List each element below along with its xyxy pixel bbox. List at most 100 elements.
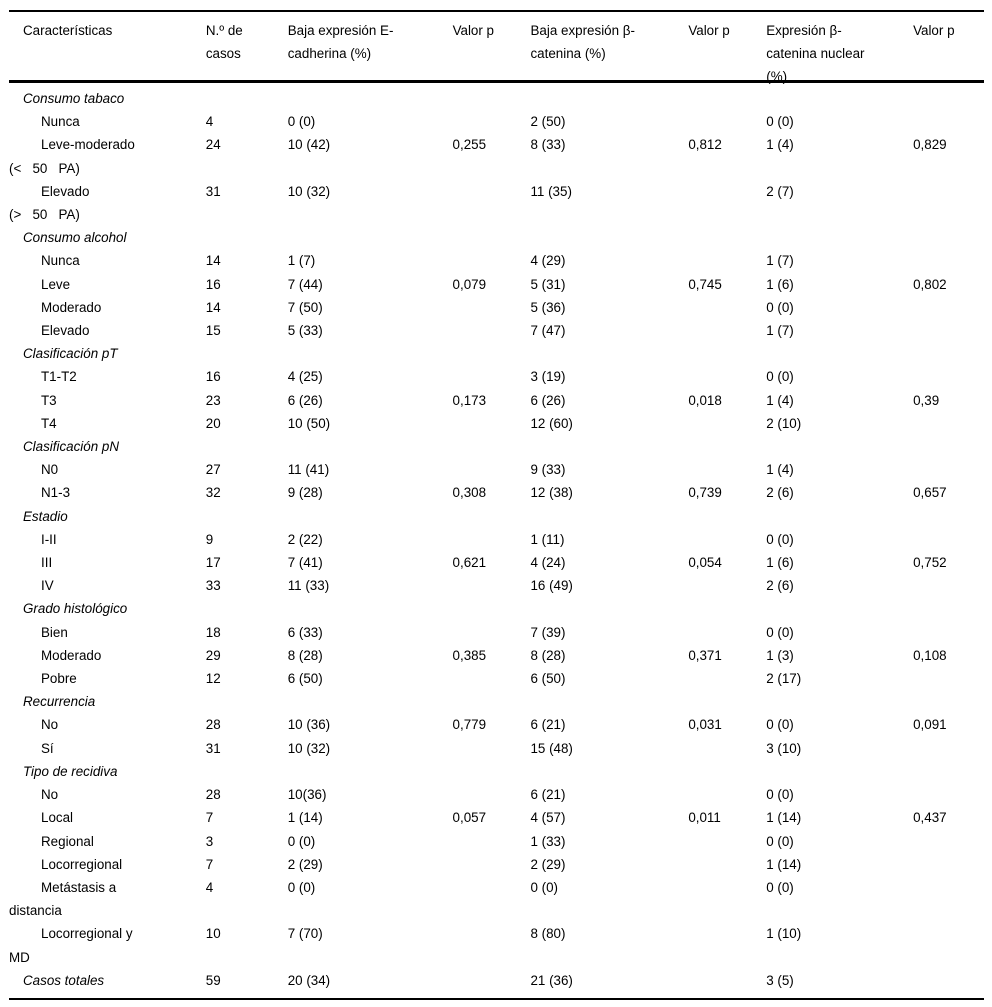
cell-n-casos: 31 (205, 740, 221, 756)
section-header: Estadio (23, 508, 68, 524)
cell-bcatenina: 6 (21) (530, 787, 566, 803)
cell-bcatenina-nuclear: 0 (0) (766, 833, 794, 849)
column-header-bcatenina: Baja expresión β-catenina (%) (530, 19, 688, 65)
cell-bcatenina: 0 (0) (530, 879, 559, 895)
cell-n-casos: 17 (205, 555, 221, 571)
cell-bcatenina-nuclear: 2 (10) (766, 415, 802, 431)
cell-ecadherina: 2 (29) (287, 856, 323, 872)
table-row: Regional 3 0 (0) 1 (33) 0 (0) (9, 830, 984, 853)
cell-ecadherina: 11 (41) (287, 462, 330, 478)
cell-bcatenina: 11 (35) (530, 183, 572, 199)
row-label: Regional (41, 833, 94, 849)
cell-bcatenina: 1 (33) (530, 833, 566, 849)
cell-bcatenina-nuclear: 1 (4) (766, 392, 794, 408)
cell-bcatenina: 16 (49) (530, 578, 573, 594)
cell-bcatenina: 15 (48) (530, 740, 573, 756)
cell-n-casos: 9 (205, 531, 214, 547)
cell-label: Locorregional y MD (9, 922, 206, 968)
cell-ecadherina: 1 (14) (287, 810, 323, 826)
row-label-continuation: distancia (9, 903, 62, 919)
table-row: Leve 16 7 (44) 0,079 5 (31) 0,745 1 (6) 0,802 (9, 273, 984, 296)
cell-valor-p-1: 0,255 (452, 137, 487, 153)
cell-valor-p-3: 0,437 (913, 810, 947, 826)
cell-label: Leve-moderado (< 50 PA) (9, 133, 206, 179)
row-label: Metástasis a (41, 879, 117, 895)
cell-n-casos: 24 (205, 137, 221, 153)
column-header-label: N.º de casos (205, 23, 243, 61)
row-label: Leve (41, 276, 71, 292)
table-row: I-II 9 2 (22) 1 (11) 0 (0) (9, 528, 984, 551)
cell-label: Regional (9, 830, 206, 853)
table-row: Elevado (> 50 PA) 31 10 (32) 11 (35) 2 (7) (9, 180, 984, 226)
column-header-label: Valor p (688, 23, 730, 38)
cell-valor-p-1: 0,621 (452, 555, 487, 571)
cell-valor-p-2: 0,054 (688, 555, 722, 571)
cell-ecadherina: 10 (42) (287, 137, 331, 153)
table-row: No 28 10(36) 6 (21) 0 (0) (9, 783, 984, 806)
column-header-label: Valor p (452, 23, 494, 38)
table-row: N1-3 32 9 (28) 0,308 12 (38) 0,739 2 (6) 0,657 (9, 481, 984, 504)
section-row: Consumo alcohol (9, 226, 984, 249)
table-row: Moderado 29 8 (28) 0,385 8 (28) 0,371 1 (3) 0,1… (9, 644, 984, 667)
cell-ecadherina: 5 (33) (287, 323, 323, 339)
row-label: Locorregional y (41, 926, 133, 942)
cell-valor-p-2: 0,745 (688, 276, 722, 292)
cell-valor-p-2: 0,371 (688, 647, 722, 663)
section-header: Clasificación pN (23, 439, 120, 455)
cell-label: III (9, 551, 206, 574)
table-row: IV 33 11 (33) 16 (49) 2 (6) (9, 574, 984, 597)
section-header: Consumo alcohol (23, 230, 127, 246)
table-row: Sí 31 10 (32) 15 (48) 3 (10) (9, 737, 984, 760)
row-label: III (41, 555, 53, 571)
table-row: Moderado 14 7 (50) 5 (36) 0 (0) (9, 296, 984, 319)
cell-n-casos: 20 (205, 415, 221, 431)
cell-label: T3 (9, 389, 206, 412)
column-header-ecadherina: Baja expresión E-cadherina (%) (288, 19, 453, 65)
table-row: III 17 7 (41) 0,621 4 (24) 0,054 1 (6) 0,752 (9, 551, 984, 574)
cell-label: I-II (9, 528, 206, 551)
row-label: Nunca (41, 253, 80, 269)
table-row: Leve-moderado (< 50 PA) 24 10 (42) 0,255 8 (3… (9, 133, 984, 179)
section-row: Tipo de recidiva (9, 760, 984, 783)
cell-n-casos: 33 (205, 578, 221, 594)
cell-label: Casos totales (9, 969, 206, 992)
row-label: T3 (41, 392, 57, 408)
row-label: I-II (41, 531, 57, 547)
cell-n-casos: 16 (205, 369, 221, 385)
cell-ecadherina: 0 (0) (287, 114, 316, 130)
cell-label: Moderado (9, 296, 206, 319)
cell-ecadherina: 6 (26) (287, 392, 323, 408)
cell-bcatenina-nuclear: 1 (14) (766, 810, 802, 826)
cell-bcatenina: 4 (57) (530, 810, 566, 826)
row-label: IV (41, 578, 54, 594)
section-row: Grado histológico (9, 597, 984, 620)
row-label: T1-T2 (41, 369, 77, 385)
cell-n-casos: 4 (205, 114, 214, 130)
cell-n-casos: 16 (205, 276, 221, 292)
cell-ecadherina: 11 (33) (287, 578, 330, 594)
cell-n-casos: 12 (205, 671, 221, 687)
cell-n-casos: 7 (205, 810, 214, 826)
row-label: Leve-moderado (41, 137, 135, 153)
cell-ecadherina: 10 (32) (287, 183, 331, 199)
cell-label: T1-T2 (9, 365, 206, 388)
cell-ecadherina: 10 (50) (287, 415, 331, 431)
section-row: Clasificación pN (9, 435, 984, 458)
cell-label: Elevado (9, 319, 206, 342)
cell-valor-p-2: 0,812 (688, 137, 722, 153)
cell-bcatenina: 4 (24) (530, 555, 566, 571)
column-header-label: Baja expresión β-catenina (%) (530, 23, 635, 61)
total-row: Casos totales 59 20 (34) 21 (36) 3 (5) (9, 969, 984, 992)
cell-bcatenina-nuclear: 2 (6) (766, 578, 794, 594)
cell-n-casos: 59 (205, 972, 221, 988)
cell-ecadherina: 7 (41) (287, 555, 323, 571)
table-row: Locorregional 7 2 (29) 2 (29) 1 (14) (9, 853, 984, 876)
column-header-label: Características (23, 23, 113, 38)
table-body: Consumo tabaco Nunca 4 0 (0) 2 (50) 0 (0) Leve… (9, 83, 984, 1000)
cell-bcatenina-nuclear: 3 (10) (766, 740, 802, 756)
cell-bcatenina-nuclear: 0 (0) (766, 531, 794, 547)
section-header: Recurrencia (23, 694, 96, 710)
cell-valor-p-2: 0,739 (688, 485, 722, 501)
section-header: Grado histológico (23, 601, 128, 617)
cell-ecadherina: 7 (50) (287, 299, 323, 315)
